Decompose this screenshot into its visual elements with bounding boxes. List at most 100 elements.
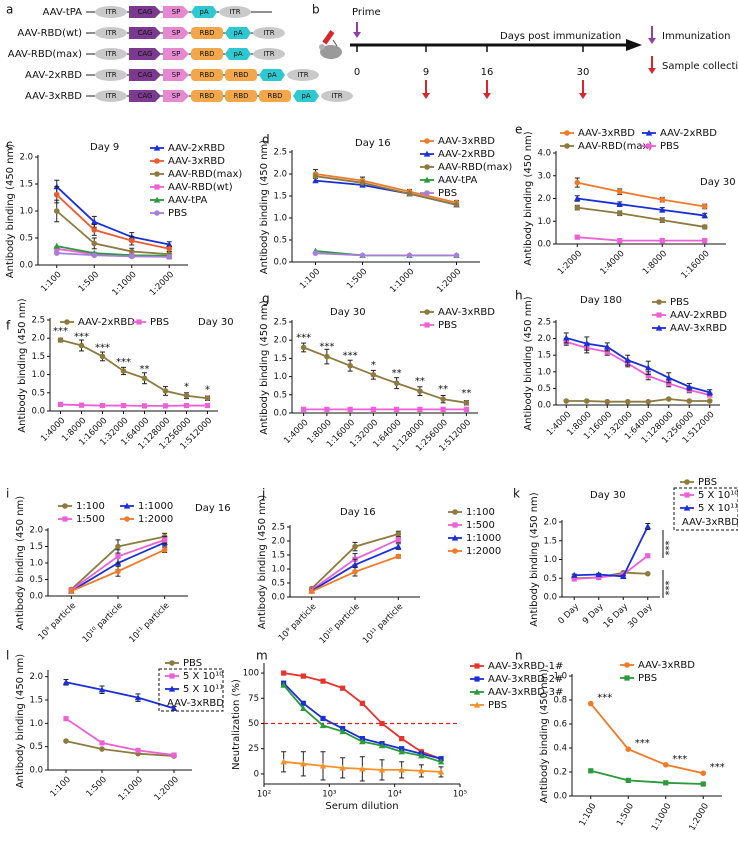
legend-title: AAV-3xRBD (167, 698, 224, 709)
data-point (91, 218, 98, 225)
y-tick-label: 0.5 (273, 236, 287, 246)
x-tick-label: 1:4000 (598, 249, 626, 277)
x-tick-label: 10⁹ particle (37, 601, 79, 643)
y-tick-label: 1.0 (271, 565, 285, 575)
data-point (666, 380, 672, 387)
legend-label: 1:100 (466, 507, 495, 518)
x-tick-label: 1:500 (84, 775, 108, 799)
data-point (204, 402, 211, 409)
data-point (359, 738, 366, 745)
data-point (91, 252, 98, 259)
data-point (162, 388, 169, 394)
data-point (162, 403, 169, 409)
x-tick-label: 30 Day (626, 602, 655, 631)
data-point (473, 688, 481, 695)
data-point (124, 516, 130, 522)
construct-element (225, 69, 257, 81)
legend-label: 1:2000 (138, 514, 173, 525)
significance-label: ** (415, 376, 425, 387)
y-tick-label: 1.0 (273, 372, 287, 382)
data-point (395, 531, 402, 537)
data-point (347, 406, 353, 412)
significance-label: * (184, 382, 189, 393)
construct-element (95, 6, 127, 18)
construct-element-label: SP (172, 8, 181, 16)
construct-element (191, 48, 223, 60)
data-point (418, 752, 425, 759)
significance-label: *** (597, 693, 612, 704)
arrow-head (648, 68, 656, 74)
x-tick-label: 1:1000 (110, 270, 138, 298)
data-point (141, 375, 148, 382)
y-axis-label: Antibody binding (450 nm) (523, 296, 534, 430)
data-point (452, 509, 458, 515)
data-point (645, 364, 652, 371)
y-tick-label: 0.0 (273, 409, 287, 419)
y-tick-label: 2.5 (31, 316, 45, 326)
y-tick-label: 0.5 (273, 390, 287, 400)
construct-element (95, 90, 127, 102)
series-line (577, 181, 705, 208)
data-point (63, 738, 69, 744)
y-axis-label: Antibody binding (450 nm) (17, 298, 28, 432)
significance-label: *** (635, 738, 650, 749)
y-tick-label: 1.5 (273, 192, 287, 202)
data-point (359, 700, 365, 706)
y-tick-label: 75 (248, 694, 259, 704)
x-tick-label: 1:4000 (282, 418, 310, 446)
legend-label: PBS (638, 673, 657, 684)
panel-label: n (515, 649, 523, 663)
legend-label: AAV-2xRBD (438, 149, 495, 160)
y-tick-label: 0.5 (29, 742, 43, 752)
y-tick-label: 2.5 (537, 318, 551, 328)
data-point (423, 150, 431, 157)
x-tick-label: 1:2000 (153, 775, 181, 803)
y-tick-label: 0.0 (29, 766, 43, 776)
data-point (370, 371, 377, 378)
y-tick-label: 4.0 (537, 149, 551, 159)
data-point (393, 380, 400, 386)
x-tick-label: 1:2000 (148, 270, 176, 298)
y-axis-label: Antibody binding (450 nm) (539, 669, 550, 803)
data-point (281, 670, 287, 676)
significance-label: * (205, 384, 210, 395)
x-tick-label: 1:2000 (435, 267, 463, 295)
data-point (128, 253, 135, 260)
data-point (99, 402, 106, 409)
series-line (283, 682, 442, 760)
construct-element (191, 69, 223, 81)
data-point (54, 246, 60, 252)
arrow-head (353, 32, 361, 38)
legend-label: PBS (438, 320, 457, 331)
construct-element (253, 27, 285, 39)
y-tick-label: 1.5 (29, 696, 43, 706)
data-point (659, 217, 666, 223)
data-point (394, 406, 400, 412)
x-tick-label: 1:1000 (117, 775, 145, 803)
construct-element (129, 69, 161, 81)
construct-element (129, 48, 161, 60)
data-point (171, 752, 177, 758)
construct-element (163, 69, 189, 81)
construct-element-label: ITR (105, 92, 116, 100)
construct-element-label: RBD (199, 71, 214, 79)
data-point (141, 403, 148, 409)
series-line (65, 740, 175, 757)
legend-label: PBS (183, 658, 202, 669)
series-line (566, 398, 710, 403)
data-point (706, 398, 713, 404)
construct-element (129, 27, 161, 39)
legend-label: 1:100 (76, 501, 105, 512)
x-tick-label: 10¹⁰ particle (81, 601, 125, 645)
data-point (655, 324, 663, 331)
y-tick-label: 2.0 (543, 518, 557, 528)
legend-title: AAV-3xRBD (682, 517, 738, 528)
data-point (616, 200, 623, 207)
x-axis-label: Serum dilution (325, 801, 398, 812)
significance-label: *** (710, 762, 725, 773)
data-point (320, 715, 326, 722)
x-tick-label: 1:100 (39, 270, 63, 294)
chart: 0 25 50 75 100 10² 10³ 10⁴ 10⁵ Neutralization (%)… (231, 649, 563, 813)
construct-element-label: RBD (199, 50, 214, 58)
y-axis-label: Antibody binding (450 nm) (5, 144, 16, 278)
